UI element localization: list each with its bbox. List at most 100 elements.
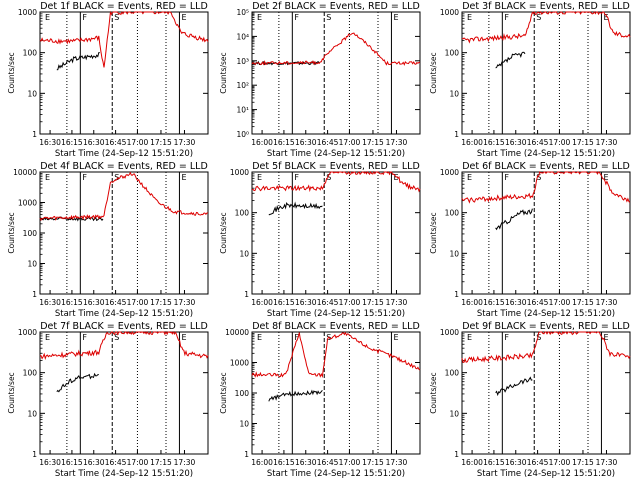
panel-4-marker-label: S — [114, 173, 119, 182]
panel-9-xtick-label: 16:30 — [505, 458, 527, 467]
panel-8-xlabel: Start Time (24-Sep-12 15:51:20) — [267, 469, 405, 479]
panel-9-marker-label: F — [504, 333, 509, 342]
panel-5-xtick-label: 16:30 — [295, 298, 317, 307]
panel-6-xtick-label: 16:30 — [505, 298, 527, 307]
panel-9-ytick-label: 100 — [445, 369, 460, 378]
panel-4-ytick-label: 10000 — [13, 168, 37, 177]
panel-6-ytick-label: 10 — [449, 249, 459, 258]
panel-8-xtick-label: 16:45 — [317, 458, 339, 467]
panel-2-lld-line — [251, 32, 421, 66]
panel-2-ytick-label: 10⁰ — [236, 130, 249, 139]
panel-3-xtick-label: 17:30 — [596, 138, 618, 147]
panel-8-xtick-label: 16:00 — [251, 458, 273, 467]
panel-9-title: Det 9f BLACK = Events, RED = LLD — [462, 321, 630, 332]
panel-2-marker-label: F — [294, 13, 299, 22]
panel-9-ytick-label: 10 — [449, 409, 459, 418]
panel-1-frame — [39, 11, 209, 135]
panel-3-ytick-label: 100 — [445, 49, 460, 58]
panel-5-marker-label: E — [257, 173, 262, 182]
panel-8-marker-label: F — [294, 333, 299, 342]
panel-7-marker-label: E — [45, 333, 50, 342]
panel-9-xtick-label: 16:00 — [461, 458, 483, 467]
panel-7-xtick-label: 17:15 — [150, 458, 172, 467]
panel-6-marker-label: S — [536, 173, 541, 182]
panel-5-xtick-label: 16:00 — [251, 298, 273, 307]
panel-2-ytick-label: 10² — [236, 81, 249, 90]
panel-1-xtick-label: 17:30 — [174, 138, 196, 147]
panel-8-lld-line — [251, 331, 421, 378]
panel-2-xtick-label: 17:15 — [362, 138, 384, 147]
panel-7-xtick-label: 16:30 — [39, 458, 61, 467]
panel-6-title: Det 6f BLACK = Events, RED = LLD — [462, 161, 630, 172]
panel-4-xtick-label: 17:30 — [174, 298, 196, 307]
panel-5-marker-label: S — [326, 173, 331, 182]
panel-1-xtick-label: 16:45 — [105, 138, 127, 147]
panel-9-xtick-label: 16:45 — [527, 458, 549, 467]
panel-6-ytick-label: 1 — [454, 290, 459, 299]
panel-5-title: Det 5f BLACK = Events, RED = LLD — [252, 161, 420, 172]
panel-7-xtick-label: 17:30 — [174, 458, 196, 467]
panel-2-ylabel: Counts/sec — [219, 52, 228, 93]
panel-6-lld-line — [461, 171, 631, 204]
panel-4-xtick-label: 16:15 — [61, 298, 83, 307]
panel-4-xtick-label: 16:30 — [83, 298, 105, 307]
panel-9-ytick-label: 1 — [454, 450, 459, 459]
panel-7-ytick-label: 100 — [23, 369, 38, 378]
panel-7-frame — [39, 331, 209, 455]
panel-2-marker-label: E — [257, 13, 262, 22]
panel-1-lld-line — [39, 10, 209, 68]
panel-8-xtick-label: 17:00 — [339, 458, 361, 467]
panel-4-xlabel: Start Time (24-Sep-12 15:51:20) — [55, 309, 193, 319]
panel-2-title: Det 2f BLACK = Events, RED = LLD — [252, 1, 420, 12]
panel-6-frame — [461, 171, 631, 295]
panel-3-marker-label: E — [467, 13, 472, 22]
panel-7-xtick-label: 16:30 — [83, 458, 105, 467]
panel-9-xtick-label: 17:00 — [549, 458, 571, 467]
panel-5-xtick-label: 17:30 — [386, 298, 408, 307]
panel-5-ylabel: Counts/sec — [219, 212, 228, 253]
panel-7-lld-line — [39, 330, 209, 361]
panel-1-ytick-label: 1000 — [18, 8, 37, 17]
panel-1-ytick-label: 10 — [27, 89, 37, 98]
panel-5-xlabel: Start Time (24-Sep-12 15:51:20) — [267, 309, 405, 319]
panel-9-events-line — [495, 376, 533, 397]
panel-4-ytick-label: 10 — [27, 260, 37, 269]
panel-4-xtick-label: 17:15 — [150, 298, 172, 307]
panel-5-ytick-label: 100 — [235, 209, 250, 218]
panel-1-marker-label: E — [181, 13, 186, 22]
panel-9-ytick-label: 1000 — [440, 328, 459, 337]
panel-8-ytick-label: 10 — [239, 420, 249, 429]
panel-9-xtick-label: 16:15 — [483, 458, 505, 467]
panel-4-ytick-label: 1 — [32, 290, 37, 299]
panel-4-ytick-label: 100 — [23, 229, 38, 238]
panel-1-xtick-label: 16:30 — [83, 138, 105, 147]
panel-9-ylabel: Counts/sec — [429, 372, 438, 413]
panel-8-marker-label: E — [257, 333, 262, 342]
panel-4-marker-label: F — [82, 173, 87, 182]
panel-7-title: Det 7f BLACK = Events, RED = LLD — [40, 321, 208, 332]
panel-4-frame — [39, 171, 209, 295]
panel-9-xtick-label: 17:30 — [596, 458, 618, 467]
panel-6-xlabel: Start Time (24-Sep-12 15:51:20) — [477, 309, 615, 319]
panel-7-xtick-label: 16:45 — [105, 458, 127, 467]
panel-5-xtick-label: 17:00 — [339, 298, 361, 307]
panel-6-ytick-label: 100 — [445, 209, 460, 218]
panel-1-marker-label: S — [114, 13, 119, 22]
panel-3-xtick-label: 16:30 — [505, 138, 527, 147]
panel-4-marker-label: E — [45, 173, 50, 182]
panel-3-xtick-label: 16:15 — [483, 138, 505, 147]
panel-3-xtick-label: 16:00 — [461, 138, 483, 147]
panel-2-xtick-label: 16:15 — [273, 138, 295, 147]
panel-1-xtick-label: 16:30 — [39, 138, 61, 147]
panel-5-ytick-label: 10 — [239, 249, 249, 258]
panel-5-ytick-label: 1000 — [230, 168, 249, 177]
panel-9-lld-line — [461, 330, 631, 363]
panel-3-ytick-label: 1 — [454, 130, 459, 139]
panel-7-marker-label: S — [114, 333, 119, 342]
panel-4-xtick-label: 17:00 — [127, 298, 149, 307]
panel-1-ylabel: Counts/sec — [7, 52, 16, 93]
panel-8-ytick-label: 10000 — [225, 328, 249, 337]
panel-6-ylabel: Counts/sec — [429, 212, 438, 253]
panel-4-title: Det 4f BLACK = Events, RED = LLD — [40, 161, 208, 172]
